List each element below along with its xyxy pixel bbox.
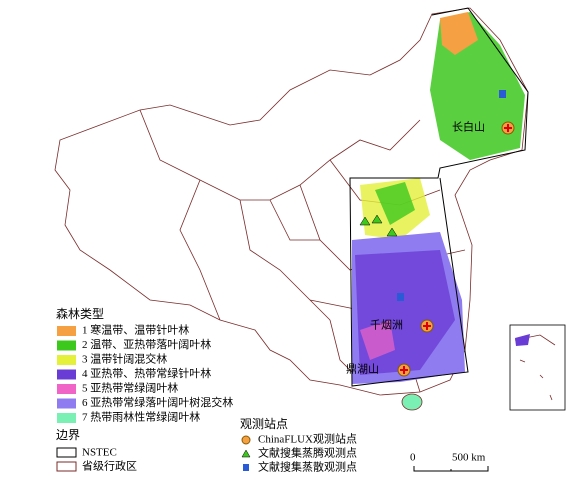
legend-label: 省级行政区 — [82, 459, 137, 473]
legend-title: 观测站点 — [240, 417, 288, 431]
et-site — [397, 293, 404, 301]
scale-label: 500 km — [452, 452, 486, 464]
transpiration-site — [371, 214, 383, 224]
legend-label: 7 热带雨林性常绿阔叶林 — [82, 410, 200, 424]
legend-title: 边界 — [56, 428, 80, 442]
nstec-boundary — [349, 7, 529, 387]
transpiration-site — [386, 227, 398, 237]
legend-label: 4 亚热带、热带常绿针叶林 — [82, 366, 211, 380]
legend-title: 森林类型 — [56, 306, 104, 321]
transpiration-site — [359, 216, 371, 226]
legend-swatch — [57, 384, 76, 394]
et-swatch — [243, 464, 249, 471]
et-site — [499, 90, 506, 98]
site-legend: 观测站点 ChinaFLUX观测站点 文献搜集蒸腾观测点 文献搜集蒸散观测点 — [240, 417, 357, 474]
boundary-legend: 边界 NSTEC 省级行政区 — [56, 428, 137, 473]
forest-cover — [352, 12, 525, 384]
legend-swatch — [57, 369, 76, 380]
sites: 长白山 千烟洲 鼎湖山 — [346, 90, 515, 377]
legend-label: 1 寒温带、温带针叶林 — [82, 323, 189, 337]
legend-label: 5 亚热带常绿阔叶林 — [82, 381, 178, 395]
legend-label: 6 亚热带常绿落叶阔叶树混交林 — [82, 395, 233, 409]
site-label: 长白山 — [452, 120, 485, 134]
legend-label: 文献搜集蒸腾观测点 — [258, 446, 357, 460]
legend-swatch — [57, 326, 76, 336]
legend-swatch — [57, 340, 76, 351]
legend-label: NSTEC — [82, 447, 117, 459]
legend-label: ChinaFLUX观测站点 — [258, 432, 357, 446]
legend-swatch — [57, 413, 76, 423]
legend-label: 2 温带、亚热带落叶阔叶林 — [82, 337, 211, 351]
nstec-swatch — [56, 447, 77, 458]
site-label: 鼎湖山 — [346, 363, 379, 376]
scale-bar: 0 500 km — [410, 452, 489, 472]
flux-site — [420, 319, 434, 333]
legend-label: 文献搜集蒸散观测点 — [258, 460, 357, 474]
flux-site — [501, 121, 515, 135]
legend-swatch — [57, 398, 76, 409]
flux-site — [397, 363, 411, 377]
site-label: 千烟洲 — [370, 318, 403, 332]
flux-swatch — [241, 435, 251, 445]
legend-swatch — [57, 355, 76, 365]
province-swatch — [56, 461, 77, 472]
transpiration-swatch — [241, 449, 251, 458]
scale-label: 0 — [410, 452, 416, 464]
legend-label: 3 温带针阔混交林 — [82, 352, 167, 366]
